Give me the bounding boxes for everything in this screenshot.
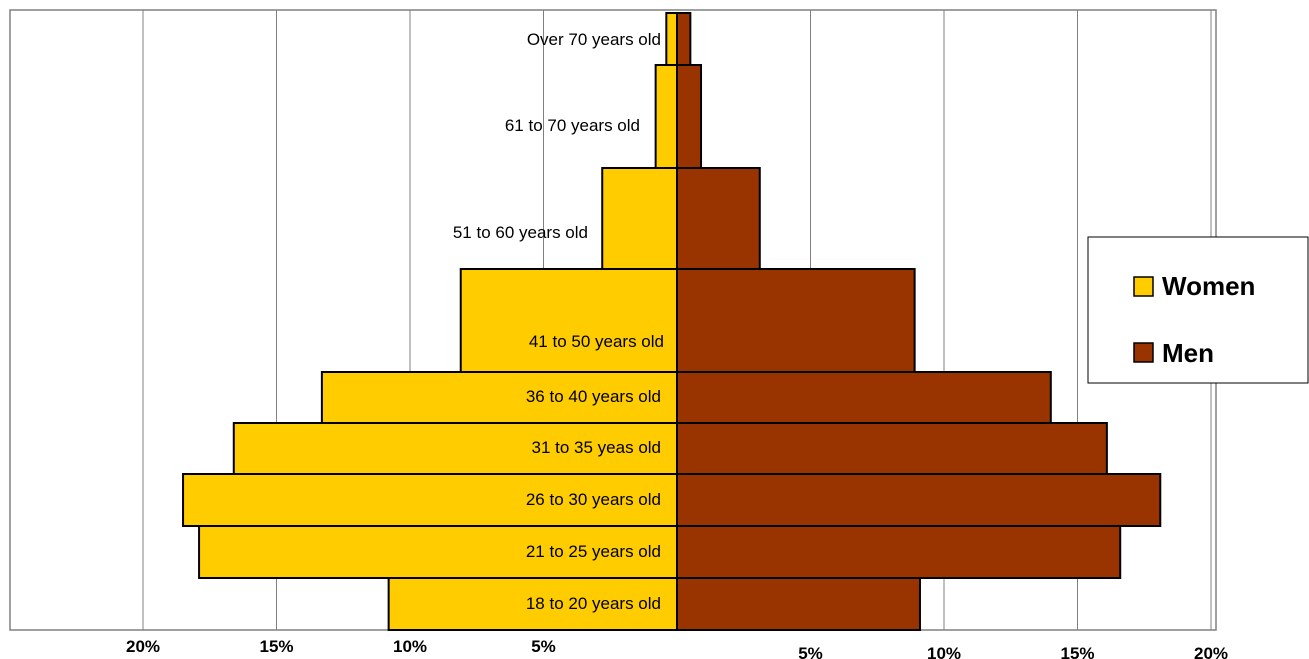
legend-label-women: Women bbox=[1162, 271, 1255, 301]
bar-women bbox=[232, 422, 678, 475]
legend-label-men: Men bbox=[1162, 338, 1214, 368]
bar-men bbox=[676, 371, 1052, 424]
x-tick-label: 5% bbox=[798, 644, 823, 659]
legend-swatch-men bbox=[1133, 342, 1154, 363]
bar-men bbox=[676, 167, 761, 270]
bar-women bbox=[387, 577, 678, 631]
x-tick-label: 5% bbox=[531, 637, 556, 656]
category-label: 41 to 50 years old bbox=[529, 332, 664, 351]
bar-women bbox=[654, 64, 679, 169]
bar-men bbox=[676, 12, 692, 66]
bar-men bbox=[676, 422, 1108, 475]
bars bbox=[182, 12, 1162, 631]
bar-women bbox=[601, 167, 678, 270]
bar-men bbox=[676, 64, 703, 169]
legend-box bbox=[1087, 236, 1309, 384]
category-label: 36 to 40 years old bbox=[526, 387, 661, 406]
category-label: 61 to 70 years old bbox=[505, 116, 640, 135]
category-labels: 18 to 20 years old 21 to 25 years old 26 t… bbox=[453, 30, 664, 613]
category-label: 51 to 60 years old bbox=[453, 223, 588, 242]
category-label: 18 to 20 years old bbox=[526, 594, 661, 613]
category-label: 31 to 35 yeas old bbox=[532, 438, 661, 457]
bar-men bbox=[676, 268, 916, 373]
bar-women bbox=[665, 12, 679, 66]
bar-men bbox=[676, 525, 1122, 579]
x-tick-label: 15% bbox=[1060, 644, 1094, 659]
x-axis-tick-labels: 20% 15% 10% 5% 5% 10% 15% 20% bbox=[126, 637, 1228, 659]
x-tick-label: 15% bbox=[259, 637, 293, 656]
x-tick-label: 20% bbox=[126, 637, 160, 656]
legend-swatch-women bbox=[1133, 276, 1154, 297]
legend: Women Men bbox=[1087, 236, 1309, 384]
bar-women bbox=[459, 268, 679, 373]
category-label: 21 to 25 years old bbox=[526, 542, 661, 561]
category-label: 26 to 30 years old bbox=[526, 490, 661, 509]
x-tick-label: 20% bbox=[1194, 644, 1228, 659]
category-label: Over 70 years old bbox=[527, 30, 661, 49]
bar-men bbox=[676, 577, 921, 631]
bar-men bbox=[676, 473, 1162, 527]
x-tick-label: 10% bbox=[393, 637, 427, 656]
x-tick-label: 10% bbox=[927, 644, 961, 659]
